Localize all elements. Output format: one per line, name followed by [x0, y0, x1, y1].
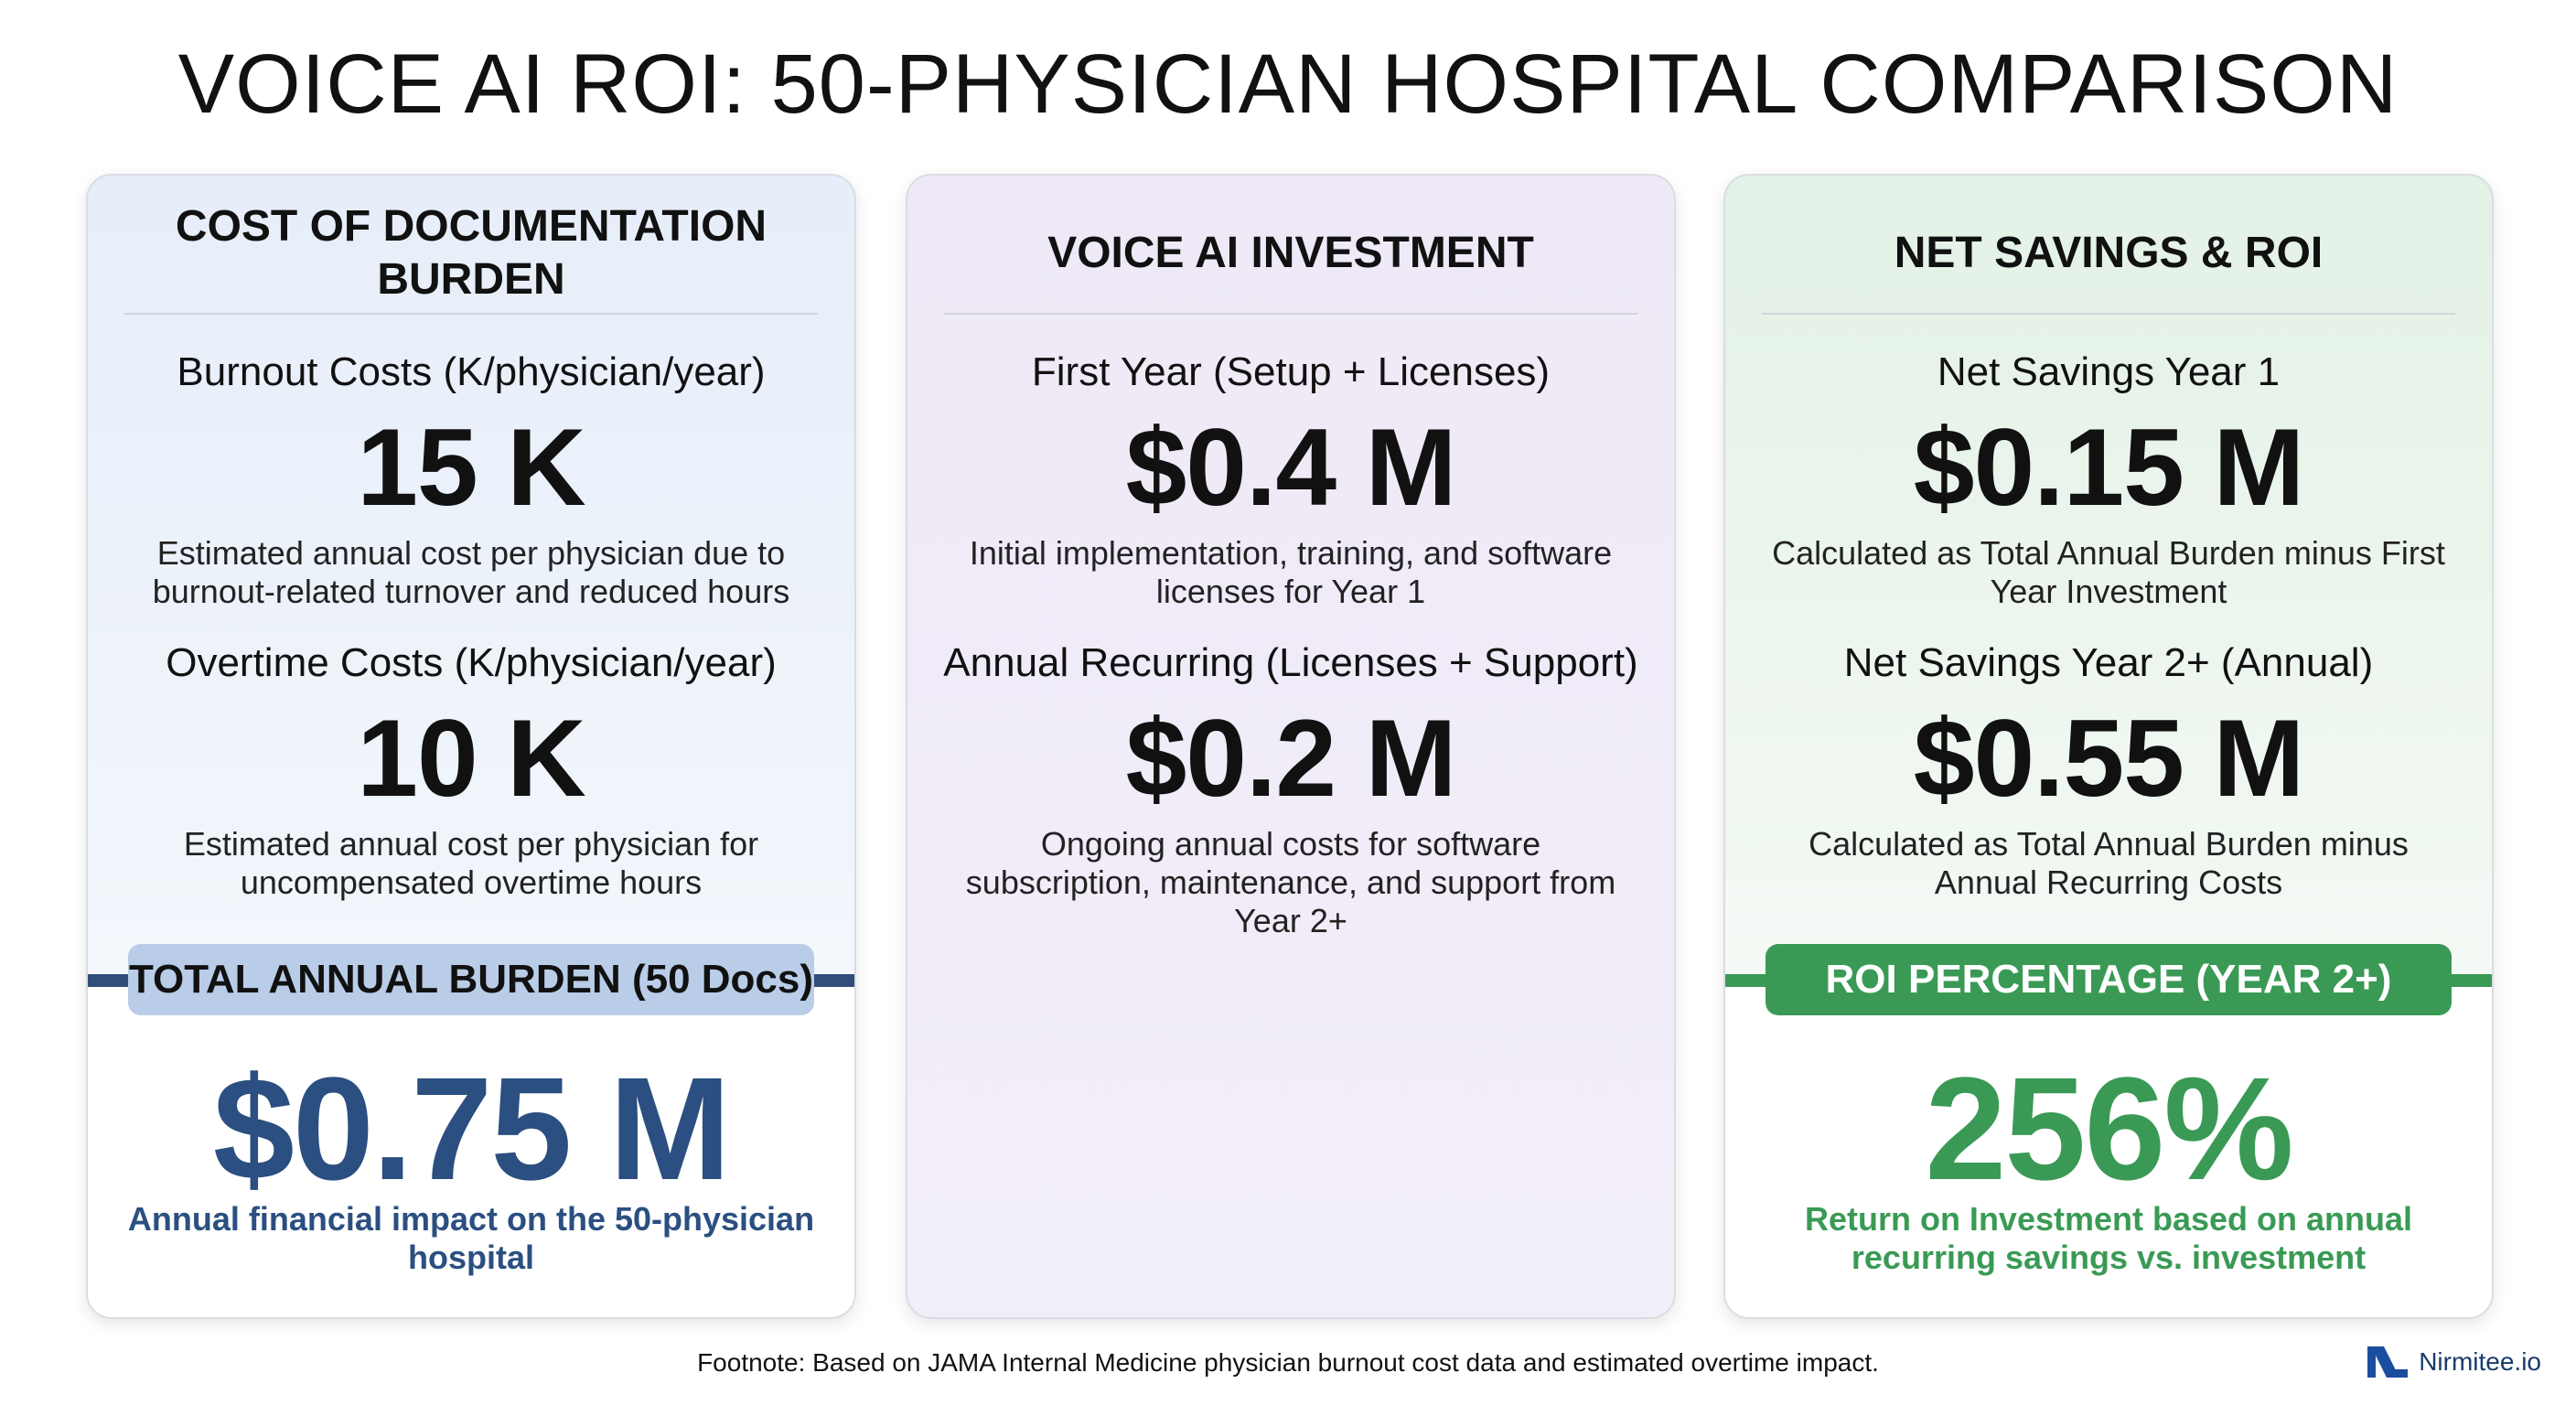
total-annual-burden-label: TOTAL ANNUAL BURDEN (50 Docs) — [128, 944, 814, 1015]
total-annual-burden-value: $0.75 M — [212, 1046, 731, 1210]
card-heading-text: NET SAVINGS & ROI — [1894, 229, 2324, 277]
roi-percentage-description: Return on Investment based on annual rec… — [1804, 1200, 2413, 1276]
net-savings-year1-label: Net Savings Year 1 — [1937, 349, 2281, 394]
brand: Nirmitee.io — [2367, 1346, 2541, 1378]
first-year-label: First Year (Setup + Licenses) — [1031, 349, 1551, 394]
first-year-value: $0.4 M — [1125, 406, 1457, 529]
net-savings-year1-value: $0.15 M — [1913, 406, 2305, 529]
first-year-description: Initial implementation, training, and so… — [969, 534, 1613, 610]
card-net-savings-roi: NET SAVINGS & ROI Net Savings Year 1 $0.… — [1723, 174, 2494, 1319]
card-documentation-burden: COST OF DOCUMENTATION BURDEN Burnout Cos… — [86, 174, 856, 1319]
overtime-costs-label: Overtime Costs (K/physician/year) — [166, 640, 777, 685]
overtime-costs-value: 10 K — [357, 697, 585, 820]
net-savings-year2-value: $0.55 M — [1913, 697, 2305, 820]
card-heading-text: VOICE AI INVESTMENT — [1047, 229, 1534, 277]
net-savings-year2-description: Calculated as Total Annual Burden minus … — [1809, 825, 2409, 901]
burnout-costs-description: Estimated annual cost per physician due … — [152, 534, 790, 610]
footnote: Footnote: Based on JAMA Internal Medicin… — [697, 1348, 1879, 1377]
burnout-costs-value: 15 K — [357, 406, 585, 529]
annual-recurring-value: $0.2 M — [1125, 697, 1457, 820]
net-savings-year2-label: Net Savings Year 2+ (Annual) — [1843, 640, 2374, 685]
annual-recurring-description: Ongoing annual costs for software subscr… — [965, 825, 1616, 939]
roi-percentage-value: 256% — [1925, 1046, 2293, 1210]
card-heading: NET SAVINGS & ROI — [1762, 194, 2455, 315]
card-heading-text: COST OF DOCUMENTATION BURDEN — [175, 202, 767, 304]
card-heading: COST OF DOCUMENTATION BURDEN — [124, 194, 818, 315]
page-title: VOICE AI ROI: 50-PHYSICIAN HOSPITAL COMP… — [177, 38, 2399, 131]
brand-name: Nirmitee.io — [2419, 1347, 2541, 1376]
burnout-costs-label: Burnout Costs (K/physician/year) — [177, 349, 766, 394]
card-lower-panel — [88, 981, 854, 1317]
overtime-costs-description: Estimated annual cost per physician for … — [183, 825, 759, 901]
annual-recurring-label: Annual Recurring (Licenses + Support) — [943, 640, 1638, 685]
nirmitee-logo-icon — [2367, 1346, 2409, 1378]
card-voice-ai-investment: VOICE AI INVESTMENT First Year (Setup + … — [906, 174, 1676, 1319]
card-lower-panel — [1725, 981, 2492, 1317]
total-annual-burden-description: Annual financial impact on the 50-physic… — [127, 1200, 815, 1276]
net-savings-year1-description: Calculated as Total Annual Burden minus … — [1772, 534, 2445, 610]
card-heading: VOICE AI INVESTMENT — [944, 194, 1637, 315]
roi-percentage-label: ROI PERCENTAGE (YEAR 2+) — [1766, 944, 2452, 1015]
